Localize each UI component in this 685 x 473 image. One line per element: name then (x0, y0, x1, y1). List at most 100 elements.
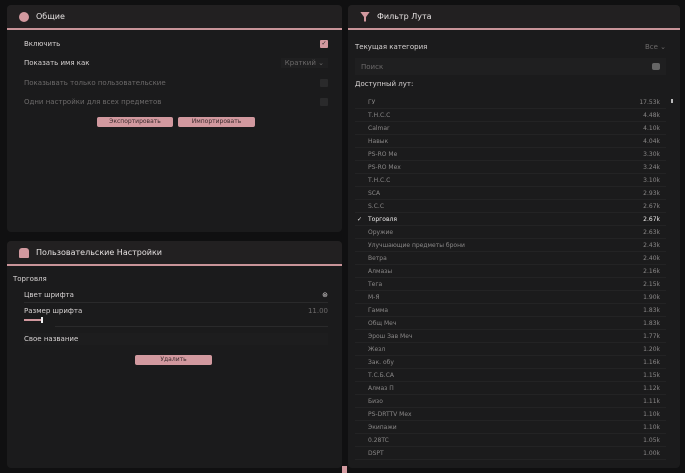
loot-item-name: Алмаз П (368, 384, 394, 392)
scrollbar[interactable] (671, 99, 673, 103)
loot-item-name: Т.Н.С.С (368, 111, 391, 119)
loot-item-name: Жезл (368, 345, 386, 353)
loot-item[interactable]: Общ Меч 1.83k (355, 317, 666, 330)
loot-item-name: Т.Н.С.С (368, 176, 391, 184)
custom-only-row[interactable]: Показывать только пользовательские (24, 77, 328, 89)
loot-item-name: Улучшающие предметы брони (368, 241, 465, 249)
loot-item[interactable]: Алмазы 2.16k (355, 265, 666, 278)
loot-item-count: 3.24k (643, 163, 660, 171)
loot-item[interactable]: 0.28TC 1.05k (355, 434, 666, 447)
loot-item[interactable]: ✓ Торговля 2.67k (355, 213, 666, 226)
loot-item[interactable]: Эрош Зав Меч 1.77k (355, 330, 666, 343)
loot-item-count: 1.12k (643, 384, 660, 392)
category-row: Текущая категория Все ⌄ (355, 39, 666, 55)
category-dropdown[interactable]: Все ⌄ (644, 43, 666, 51)
loot-item-count: 1.83k (643, 306, 660, 314)
loot-item[interactable]: SCA 2.93k (355, 187, 666, 200)
loot-item-count: 1.15k (643, 371, 660, 379)
show-name-dropdown[interactable]: Краткий ⌄ (280, 58, 328, 68)
category-label: Текущая категория (355, 43, 428, 51)
loot-item-name: Тега (368, 280, 383, 288)
custom-name-input[interactable]: Свое название (24, 333, 328, 345)
same-settings-row[interactable]: Одни настройки для всех предметов (24, 96, 328, 108)
loot-item-count: 1.90k (643, 293, 660, 301)
loot-item-count: 1.11k (643, 397, 660, 405)
loot-item-name: S.С.С (368, 202, 385, 210)
slider-handle[interactable] (41, 317, 43, 323)
loot-item[interactable]: PS-DRTTV Мех 1.10k (355, 408, 666, 421)
loot-item[interactable]: ГУ 17.53k (355, 96, 666, 109)
loot-item[interactable]: М-Я 1.90k (355, 291, 666, 304)
loot-item-count: 3.30k (643, 150, 660, 158)
show-name-label: Показать имя как (24, 59, 90, 67)
font-color-row[interactable]: Цвет шрифта ⊛ (24, 288, 328, 303)
loot-item[interactable]: Т.С.Б.СА 1.15k (355, 369, 666, 382)
loot-item[interactable]: Гамма 1.83k (355, 304, 666, 317)
loot-item[interactable]: Ветра 2.40k (355, 252, 666, 265)
show-name-value: Краткий (284, 59, 316, 67)
loot-item[interactable]: PS-RO Мех 3.24k (355, 161, 666, 174)
loot-item[interactable]: Бизо 1.11k (355, 395, 666, 408)
loot-item[interactable]: DSPT 1.00k (355, 447, 666, 460)
loot-item[interactable]: Алмаз П 1.12k (355, 382, 666, 395)
resize-handle[interactable] (342, 466, 347, 473)
loot-item[interactable]: S.С.С 2.67k (355, 200, 666, 213)
loot-list: ГУ 17.53k Т.Н.С.С 4.48k Calmar 4.10k Навык 4.04… (355, 96, 666, 460)
loot-item-count: 2.15k (643, 280, 660, 288)
loot-item-count: 1.20k (643, 345, 660, 353)
loot-item-name: Зак. обу (368, 358, 394, 366)
loot-item[interactable]: Оружие 2.63k (355, 226, 666, 239)
available-label: Доступный лут: (355, 80, 414, 88)
loot-item-name: Экипажи (368, 423, 397, 431)
loot-filter-panel: Фильтр Лута Текущая категория Все ⌄ Поиск… (348, 5, 680, 468)
search-icon[interactable] (652, 63, 660, 70)
loot-item-count: 4.04k (643, 137, 660, 145)
loot-item-name: PS-DRTTV Мех (368, 410, 412, 418)
loot-item[interactable]: Навык 4.04k (355, 135, 666, 148)
loot-item[interactable]: Т.Н.С.С 4.48k (355, 109, 666, 122)
font-size-slider[interactable] (24, 317, 43, 323)
loot-item-name: PS-RO Ме (368, 150, 398, 158)
check-icon: ✓ (357, 215, 363, 223)
loot-item[interactable]: Жезл 1.20k (355, 343, 666, 356)
enable-label: Включить (24, 40, 61, 48)
loot-item-name: SCA (368, 189, 381, 197)
loot-item-count: 2.93k (643, 189, 660, 197)
enable-checkbox[interactable]: ✓ (320, 40, 328, 48)
loot-item[interactable]: Тега 2.15k (355, 278, 666, 291)
delete-button[interactable]: Удалить (135, 355, 212, 365)
loot-item-name: Ветра (368, 254, 387, 262)
loot-item-count: 2.40k (643, 254, 660, 262)
loot-item[interactable]: Зак. обу 1.16k (355, 356, 666, 369)
same-settings-checkbox[interactable] (320, 98, 328, 106)
loot-item-count: 2.67k (643, 215, 660, 223)
loot-item-name: Гамма (368, 306, 389, 314)
loot-item[interactable]: Улучшающие предметы брони 2.43k (355, 239, 666, 252)
divider (55, 326, 328, 327)
color-picker-icon[interactable]: ⊛ (322, 291, 328, 299)
loot-item-count: 2.67k (643, 202, 660, 210)
group-label: Торговля (13, 275, 47, 283)
filter-icon (360, 11, 370, 22)
loot-item[interactable]: Calmar 4.10k (355, 122, 666, 135)
loot-item-name: DSPT (368, 449, 384, 457)
loot-item-count: 1.83k (643, 319, 660, 327)
loot-item-count: 1.05k (643, 436, 660, 444)
loot-item[interactable]: Экипажи 1.10k (355, 421, 666, 434)
general-header: Общие (7, 5, 342, 30)
enable-row[interactable]: Включить ✓ (24, 38, 328, 50)
font-size-row: Размер шрифта 11.00 (24, 305, 328, 317)
custom-only-label: Показывать только пользовательские (24, 79, 166, 87)
loot-item-name: ГУ (368, 98, 376, 106)
font-color-label: Цвет шрифта (24, 291, 74, 299)
import-button[interactable]: Импортировать (178, 117, 255, 127)
loot-item-name: 0.28TC (368, 436, 389, 444)
export-button[interactable]: Экспортировать (97, 117, 173, 127)
same-settings-label: Одни настройки для всех предметов (24, 98, 162, 106)
loot-item-count: 1.77k (643, 332, 660, 340)
loot-item[interactable]: PS-RO Ме 3.30k (355, 148, 666, 161)
loot-item-name: PS-RO Мех (368, 163, 401, 171)
loot-item[interactable]: Т.Н.С.С 3.10k (355, 174, 666, 187)
custom-only-checkbox[interactable] (320, 79, 328, 87)
search-input[interactable]: Поиск (355, 58, 666, 75)
